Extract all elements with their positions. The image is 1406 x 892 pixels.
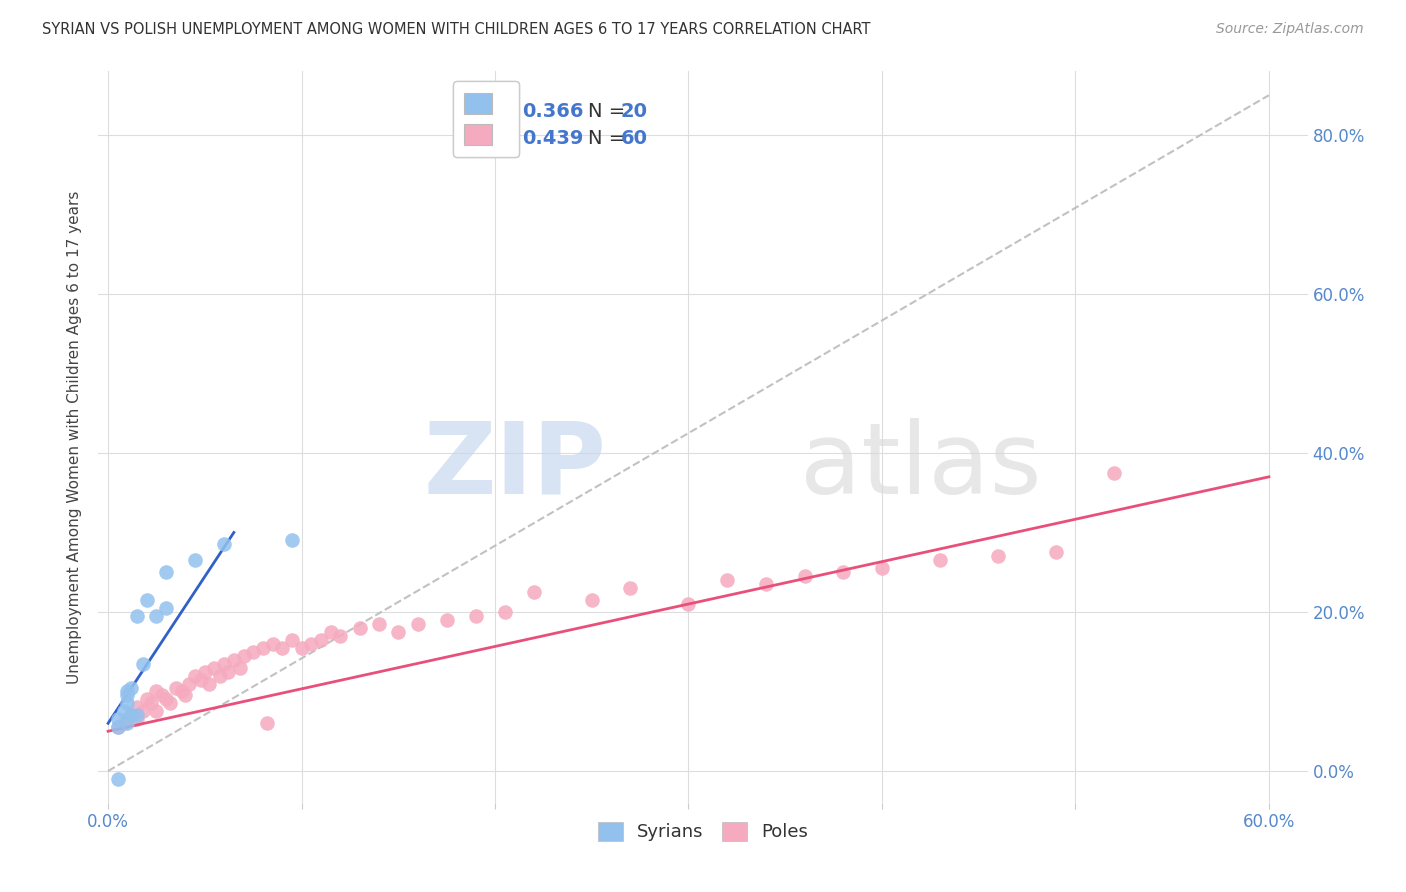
Point bbox=[1102, 466, 1125, 480]
Point bbox=[319, 624, 342, 639]
Point bbox=[135, 692, 157, 706]
Point bbox=[232, 648, 254, 663]
Point bbox=[145, 609, 167, 624]
Point bbox=[117, 697, 139, 711]
Point bbox=[387, 624, 409, 639]
Point bbox=[127, 700, 149, 714]
Point bbox=[436, 613, 458, 627]
Point bbox=[832, 566, 855, 580]
Point bbox=[228, 660, 250, 674]
Point bbox=[204, 660, 226, 674]
Point bbox=[309, 632, 332, 647]
Text: N =: N = bbox=[588, 102, 631, 121]
Text: ZIP: ZIP bbox=[423, 417, 606, 515]
Text: R =: R = bbox=[485, 102, 527, 121]
Point bbox=[107, 720, 129, 734]
Point bbox=[117, 716, 139, 731]
Point bbox=[252, 640, 274, 655]
Point bbox=[406, 616, 429, 631]
Point bbox=[155, 601, 177, 615]
Point bbox=[217, 665, 239, 679]
Point bbox=[107, 720, 129, 734]
Point bbox=[120, 681, 142, 695]
Point bbox=[174, 689, 197, 703]
Point bbox=[145, 705, 167, 719]
Point bbox=[120, 708, 142, 723]
Point bbox=[159, 697, 181, 711]
Text: 0.366: 0.366 bbox=[522, 102, 583, 121]
Point bbox=[581, 593, 603, 607]
Point bbox=[242, 645, 264, 659]
Text: N =: N = bbox=[588, 129, 631, 148]
Y-axis label: Unemployment Among Women with Children Ages 6 to 17 years: Unemployment Among Women with Children A… bbox=[67, 190, 83, 684]
Point bbox=[127, 712, 149, 726]
Point bbox=[155, 566, 177, 580]
Text: 0.439: 0.439 bbox=[522, 129, 583, 148]
Point bbox=[112, 705, 135, 719]
Point bbox=[716, 573, 738, 587]
Point bbox=[135, 593, 157, 607]
Point bbox=[281, 533, 304, 548]
Text: Source: ZipAtlas.com: Source: ZipAtlas.com bbox=[1216, 22, 1364, 37]
Point bbox=[368, 616, 391, 631]
Point bbox=[212, 657, 235, 671]
Point bbox=[222, 653, 245, 667]
Point bbox=[494, 605, 516, 619]
Text: R =: R = bbox=[485, 129, 527, 148]
Point bbox=[127, 708, 149, 723]
Point bbox=[523, 585, 546, 599]
Point bbox=[107, 772, 129, 786]
Point bbox=[197, 676, 219, 690]
Point bbox=[271, 640, 294, 655]
Point bbox=[1045, 545, 1067, 559]
Text: atlas: atlas bbox=[800, 417, 1042, 515]
Point bbox=[170, 684, 193, 698]
Point bbox=[329, 629, 352, 643]
Point bbox=[870, 561, 893, 575]
Point bbox=[117, 712, 139, 726]
Point bbox=[190, 673, 212, 687]
Point bbox=[127, 609, 149, 624]
Point bbox=[209, 668, 232, 682]
Point bbox=[262, 637, 284, 651]
Point bbox=[117, 684, 139, 698]
Point bbox=[194, 665, 217, 679]
Legend: Syrians, Poles: Syrians, Poles bbox=[591, 814, 815, 848]
Point bbox=[120, 708, 142, 723]
Text: 60: 60 bbox=[621, 129, 648, 148]
Point bbox=[139, 697, 162, 711]
Point bbox=[793, 569, 815, 583]
Point bbox=[290, 640, 312, 655]
Point bbox=[464, 609, 486, 624]
Point bbox=[212, 537, 235, 551]
Point bbox=[299, 637, 322, 651]
Point bbox=[112, 716, 135, 731]
Point bbox=[256, 716, 278, 731]
Point bbox=[179, 676, 201, 690]
Point bbox=[132, 705, 155, 719]
Text: 20: 20 bbox=[621, 102, 648, 121]
Point bbox=[987, 549, 1010, 564]
Point bbox=[929, 553, 952, 567]
Point bbox=[132, 657, 155, 671]
Point bbox=[145, 684, 167, 698]
Point bbox=[349, 621, 371, 635]
Point bbox=[107, 712, 129, 726]
Point bbox=[117, 689, 139, 703]
Point bbox=[184, 668, 207, 682]
Point bbox=[619, 581, 641, 595]
Point bbox=[155, 692, 177, 706]
Text: SYRIAN VS POLISH UNEMPLOYMENT AMONG WOMEN WITH CHILDREN AGES 6 TO 17 YEARS CORRE: SYRIAN VS POLISH UNEMPLOYMENT AMONG WOME… bbox=[42, 22, 870, 37]
Point bbox=[165, 681, 187, 695]
Point bbox=[281, 632, 304, 647]
Point bbox=[184, 553, 207, 567]
Point bbox=[150, 689, 173, 703]
Point bbox=[755, 577, 778, 591]
Point bbox=[678, 597, 700, 611]
